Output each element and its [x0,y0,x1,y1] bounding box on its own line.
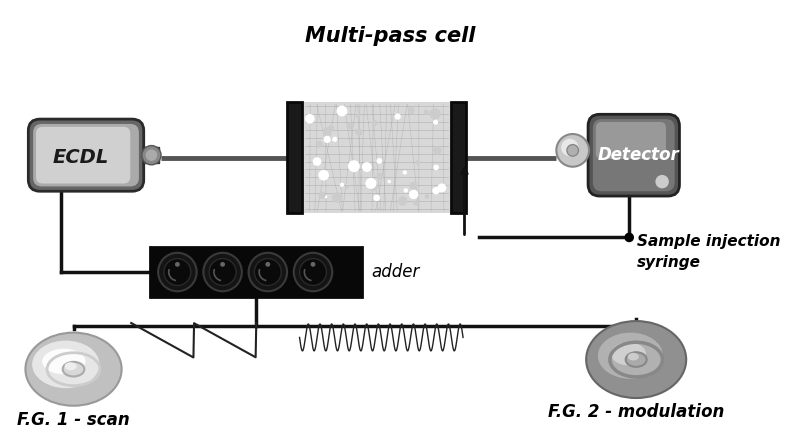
Bar [302,102,451,213]
Circle shape [567,145,579,156]
Circle shape [348,160,360,172]
Bar [150,247,362,297]
Circle shape [336,105,347,117]
Circle shape [403,188,408,193]
FancyBboxPatch shape [588,114,680,196]
Bar [144,147,159,163]
Circle shape [318,192,326,199]
Bar [451,102,466,213]
Circle shape [394,113,401,120]
Circle shape [316,141,322,148]
Circle shape [437,183,446,192]
Circle shape [388,180,391,183]
Circle shape [158,253,196,291]
Ellipse shape [25,332,122,406]
Text: Detector: Detector [598,146,680,164]
Circle shape [348,164,354,169]
Circle shape [204,253,242,291]
Circle shape [300,259,326,286]
Circle shape [328,125,335,131]
Circle shape [365,178,377,189]
Circle shape [346,185,349,189]
Circle shape [249,253,287,291]
Circle shape [332,137,338,142]
Circle shape [625,233,634,242]
FancyBboxPatch shape [28,119,144,191]
Circle shape [368,181,378,191]
Circle shape [324,195,327,198]
Circle shape [305,114,314,124]
Circle shape [372,120,377,126]
Circle shape [332,192,343,203]
Ellipse shape [65,362,77,370]
Text: Multi-pass cell: Multi-pass cell [305,26,475,46]
FancyBboxPatch shape [33,124,139,186]
Circle shape [424,194,429,199]
Ellipse shape [586,321,686,398]
Circle shape [402,170,407,174]
Text: adder: adder [372,263,420,281]
Circle shape [561,139,579,156]
Circle shape [356,114,360,118]
Circle shape [410,182,417,190]
Circle shape [294,253,332,291]
Text: F.G. 1 - scan: F.G. 1 - scan [17,411,130,429]
Circle shape [164,259,191,286]
Circle shape [373,194,380,201]
Circle shape [175,262,180,267]
Text: ECDL: ECDL [53,148,109,166]
Circle shape [414,200,419,206]
Circle shape [408,107,415,114]
Circle shape [323,127,331,136]
Circle shape [655,175,669,188]
Circle shape [409,190,419,199]
Circle shape [313,157,322,166]
Circle shape [557,134,589,167]
Ellipse shape [598,332,663,379]
Ellipse shape [611,342,646,365]
FancyBboxPatch shape [36,127,130,183]
Circle shape [423,109,429,115]
Circle shape [318,170,329,181]
Ellipse shape [42,349,86,374]
Circle shape [356,129,363,136]
Circle shape [430,108,441,120]
Circle shape [415,160,420,165]
Ellipse shape [32,340,99,388]
Bar [287,102,302,213]
Circle shape [433,165,439,170]
Ellipse shape [63,362,84,376]
Text: Sample injection
syringe: Sample injection syringe [637,234,781,270]
Circle shape [323,136,330,143]
Circle shape [432,187,440,194]
Circle shape [433,146,442,155]
Text: F.G. 2 - modulation: F.G. 2 - modulation [548,403,724,421]
Circle shape [221,262,225,267]
FancyBboxPatch shape [593,119,675,191]
Circle shape [377,158,382,164]
Circle shape [347,122,353,129]
Circle shape [413,190,416,193]
Circle shape [433,120,438,125]
Ellipse shape [628,353,639,360]
Circle shape [362,162,372,172]
Circle shape [310,262,315,267]
Circle shape [377,173,383,180]
Circle shape [209,259,236,286]
Circle shape [142,146,161,165]
Circle shape [255,259,281,286]
Ellipse shape [625,352,646,367]
Circle shape [265,262,270,267]
Circle shape [145,150,158,161]
FancyBboxPatch shape [595,122,666,159]
Circle shape [398,196,407,206]
Circle shape [340,182,344,187]
